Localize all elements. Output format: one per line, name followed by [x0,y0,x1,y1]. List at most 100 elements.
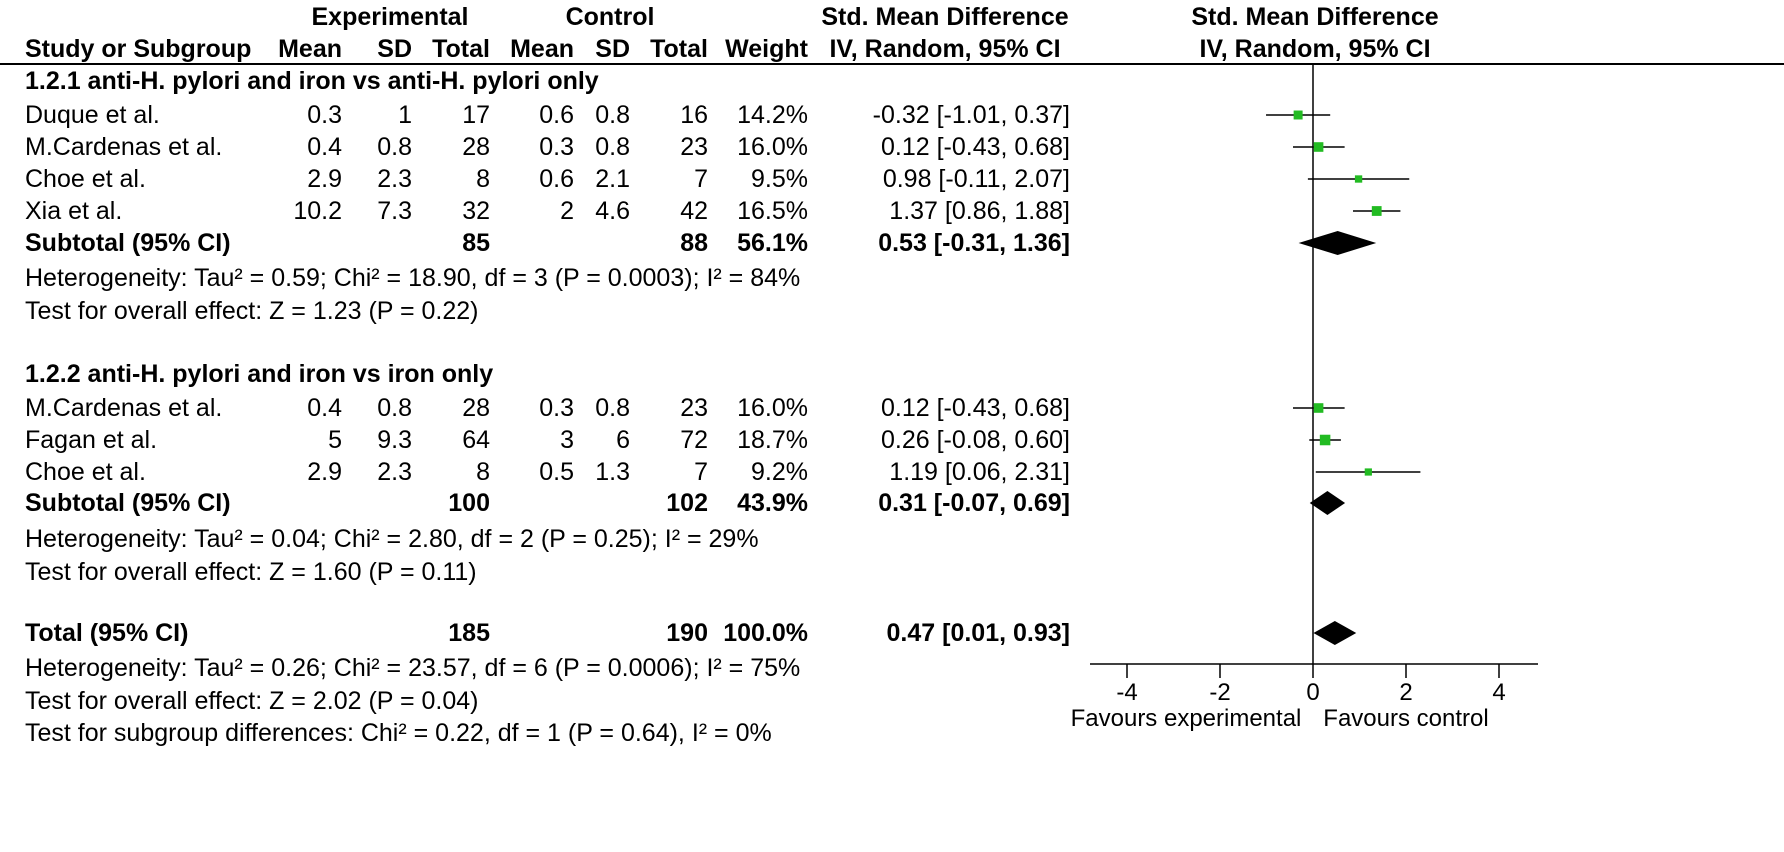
ctl-sd-header: SD [595,35,630,63]
subtotal-2-e-total: 100 [448,489,490,517]
total-overall-effect: Test for overall effect: Z = 2.02 (P = 0… [25,687,479,715]
weight-header: Weight [725,35,808,63]
study-point-6 [1319,434,1331,446]
total-weight: 100.0% [723,619,808,647]
study-row-1-2-c-mean: 0.3 [539,133,574,161]
diamond-total [1313,621,1357,645]
study-row-1-4-weight: 16.5% [737,197,808,225]
study-row-1-1-c-total: 16 [680,101,708,129]
study-row-1-2-e-mean: 0.4 [307,133,342,161]
study-row-1-1-e-mean: 0.3 [307,101,342,129]
study-header: Study or Subgroup [25,35,252,63]
subtotal-2-ci: 0.31 [-0.07, 0.69] [878,489,1070,517]
study-row-2-2-e-mean: 5 [328,426,342,454]
exp-total-header: Total [432,35,490,63]
study-row-1-1-e-total: 17 [462,101,490,129]
total-e-total: 185 [448,619,490,647]
experimental-header: Experimental [311,3,469,31]
study-point-1 [1293,110,1303,120]
study-row-1-1-ci: -0.32 [-1.01, 0.37] [872,101,1070,129]
study-row-1-4-ci: 1.37 [0.86, 1.88] [889,197,1070,225]
exp-sd-header: SD [377,35,412,63]
overall-effect-2: Test for overall effect: Z = 1.60 (P = 0… [25,558,477,586]
study-row-2-2-name: Fagan et al. [25,426,158,454]
study-row-1-3-e-sd: 2.3 [377,165,412,193]
study-row-1-3-name: Choe et al. [25,165,146,193]
study-row-2-2-c-sd: 6 [616,426,630,454]
ctl-total-header: Total [650,35,708,63]
study-row-1-1-name: Duque et al. [25,101,160,129]
favours-experimental-label: Favours experimental [1071,705,1302,732]
study-row-2-3-e-sd: 2.3 [377,458,412,486]
x-tick-label-4: 4 [1492,679,1505,706]
study-point-7 [1364,468,1372,476]
total-label: Total (95% CI) [25,619,189,647]
total-ci: 0.47 [0.01, 0.93] [886,619,1070,647]
subtotal-1-label: Subtotal (95% CI) [25,229,231,257]
header-rule [0,63,1784,65]
study-row-2-2-weight: 18.7% [737,426,808,454]
x-tick-label-0: -4 [1116,679,1137,706]
smd-column-header: Std. Mean Difference [821,3,1069,31]
study-row-2-3-c-mean: 0.5 [539,458,574,486]
study-row-1-3-e-mean: 2.9 [307,165,342,193]
subgroup-1-title: 1.2.1 anti-H. pylori and iron vs anti-H.… [25,67,599,95]
subtotal-2-label: Subtotal (95% CI) [25,489,231,517]
study-row-1-3-c-mean: 0.6 [539,165,574,193]
study-row-2-1-c-total: 23 [680,394,708,422]
study-row-1-2-e-total: 28 [462,133,490,161]
x-tick-label-2: 0 [1306,679,1319,706]
subgroup-2-title: 1.2.2 anti-H. pylori and iron vs iron on… [25,360,494,388]
study-row-1-4-e-total: 32 [462,197,490,225]
study-row-1-4-c-mean: 2 [560,197,574,225]
subgroup-differences: Test for subgroup differences: Chi² = 0.… [25,719,772,747]
diamond-subtotal-1 [1298,231,1377,255]
study-row-2-1-weight: 16.0% [737,394,808,422]
study-row-2-2-e-sd: 9.3 [377,426,412,454]
subtotal-1-weight: 56.1% [737,229,808,257]
study-row-2-2-c-total: 72 [680,426,708,454]
study-row-1-3-e-total: 8 [476,165,490,193]
study-row-2-1-e-sd: 0.8 [377,394,412,422]
study-row-2-1-e-mean: 0.4 [307,394,342,422]
total-heterogeneity: Heterogeneity: Tau² = 0.26; Chi² = 23.57… [25,654,801,682]
subtotal-2-c-total: 102 [666,489,708,517]
smd-column-subheader: IV, Random, 95% CI [829,35,1061,63]
study-row-1-2-e-sd: 0.8 [377,133,412,161]
study-row-1-3-c-sd: 2.1 [595,165,630,193]
study-row-1-1-c-sd: 0.8 [595,101,630,129]
study-row-2-3-weight: 9.2% [751,458,808,486]
x-tick-label-3: 2 [1399,679,1412,706]
study-row-1-2-ci: 0.12 [-0.43, 0.68] [880,133,1070,161]
control-header: Control [565,3,655,31]
overall-effect-1: Test for overall effect: Z = 1.23 (P = 0… [25,297,479,325]
ctl-mean-header: Mean [510,35,574,63]
study-row-1-1-e-sd: 1 [398,101,412,129]
study-row-1-4-c-sd: 4.6 [595,197,630,225]
study-row-1-1-c-mean: 0.6 [539,101,574,129]
study-row-2-3-c-total: 7 [694,458,708,486]
smd-plot-subheader: IV, Random, 95% CI [1199,35,1431,63]
exp-mean-header: Mean [278,35,342,63]
study-row-1-2-weight: 16.0% [737,133,808,161]
study-row-2-1-c-sd: 0.8 [595,394,630,422]
study-row-2-3-c-sd: 1.3 [595,458,630,486]
favours-control-label: Favours control [1323,705,1488,732]
study-row-1-3-c-total: 7 [694,165,708,193]
study-point-4 [1371,206,1382,216]
study-row-1-1-weight: 14.2% [737,101,808,129]
study-row-2-1-ci: 0.12 [-0.43, 0.68] [880,394,1070,422]
heterogeneity-1: Heterogeneity: Tau² = 0.59; Chi² = 18.90… [25,264,801,292]
subtotal-2-weight: 43.9% [737,489,808,517]
subtotal-1-ci: 0.53 [-0.31, 1.36] [878,229,1070,257]
study-row-1-2-c-sd: 0.8 [595,133,630,161]
study-row-2-3-e-mean: 2.9 [307,458,342,486]
subtotal-1-e-total: 85 [462,229,490,257]
study-row-1-2-name: M.Cardenas et al. [25,133,223,161]
study-row-1-3-weight: 9.5% [751,165,808,193]
study-point-3 [1354,175,1363,183]
subtotal-1-c-total: 88 [680,229,708,257]
study-row-1-2-c-total: 23 [680,133,708,161]
study-row-2-1-e-total: 28 [462,394,490,422]
